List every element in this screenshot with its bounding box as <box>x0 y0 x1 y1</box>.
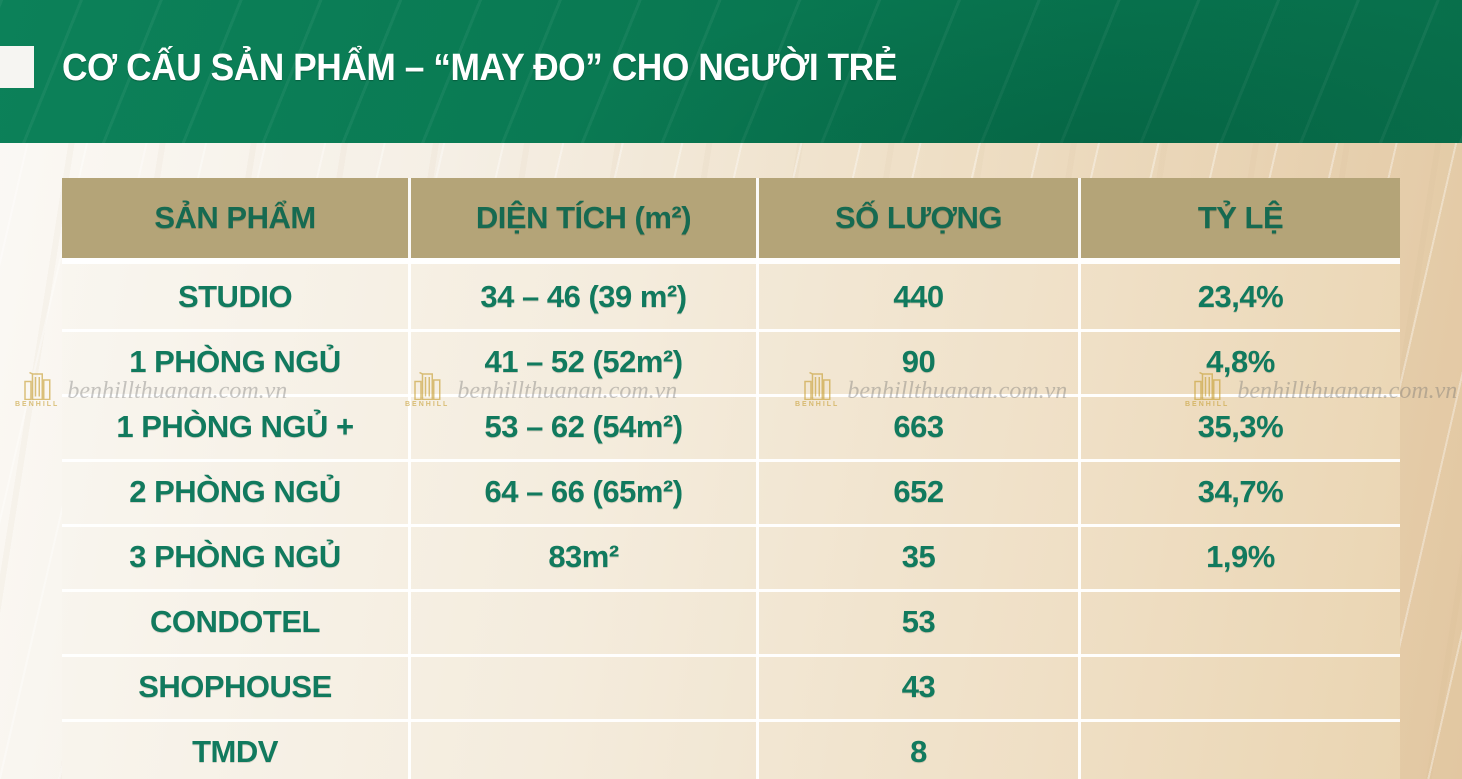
table-cell <box>1081 589 1400 654</box>
table-row: STUDIO 34 – 46 (39 m²) 440 23,4% <box>62 264 1400 329</box>
row-divider <box>62 654 1400 657</box>
table-row: 3 PHÒNG NGỦ 83m² 35 1,9% <box>62 524 1400 589</box>
table-cell: 4,8% <box>1206 343 1275 379</box>
table-cell: 35 <box>901 538 936 574</box>
table-cell: STUDIO <box>177 278 293 314</box>
table-cell: 34,7% <box>1197 473 1284 509</box>
table-cell: 8 <box>910 733 927 769</box>
row-divider <box>62 394 1400 397</box>
row-divider <box>62 719 1400 722</box>
table-header-row: SẢN PHẨM DIỆN TÍCH (m²) SỐ LƯỢNG TỶ LỆ <box>62 178 1400 258</box>
table-cell: 440 <box>893 278 944 314</box>
table-cell: 2 PHÒNG NGỦ <box>129 473 341 509</box>
table-cell: 53 – 62 (54m²) <box>484 408 683 444</box>
title-accent-square <box>0 46 34 88</box>
table-cell: 83m² <box>548 538 619 574</box>
column-header: SẢN PHẨM <box>154 200 316 235</box>
table-row: SHOPHOUSE 43 <box>62 654 1400 719</box>
column-divider <box>1078 178 1081 779</box>
row-divider <box>62 459 1400 462</box>
table-cell: 652 <box>893 473 944 509</box>
benhill-logo-icon: BENHILL <box>15 372 59 408</box>
column-header: DIỆN TÍCH (m²) <box>475 200 692 235</box>
benhill-logo-label: BENHILL <box>15 401 60 408</box>
table-row: CONDOTEL 53 <box>62 589 1400 654</box>
table-row: 1 PHÒNG NGỦ 41 – 52 (52m²) 90 4,8% <box>62 329 1400 394</box>
table-cell: 663 <box>893 408 944 444</box>
product-structure-table: SẢN PHẨM DIỆN TÍCH (m²) SỐ LƯỢNG TỶ LỆ STUD… <box>62 178 1400 779</box>
table-cell: 35,3% <box>1197 408 1284 444</box>
table-cell: 1 PHÒNG NGỦ <box>129 343 341 379</box>
row-divider <box>62 258 1400 264</box>
row-divider <box>62 524 1400 527</box>
table-cell: 90 <box>901 343 936 379</box>
table-cell <box>411 589 756 654</box>
column-header: TỶ LỆ <box>1197 200 1284 235</box>
table-row: 2 PHÒNG NGỦ 64 – 66 (65m²) 652 34,7% <box>62 459 1400 524</box>
table-cell: 3 PHÒNG NGỦ <box>129 538 341 574</box>
table-cell: CONDOTEL <box>150 603 320 639</box>
table-cell: 64 – 66 (65m²) <box>484 473 683 509</box>
table-cell <box>1081 719 1400 779</box>
table-row: TMDV 8 <box>62 719 1400 779</box>
table-cell: SHOPHOUSE <box>138 668 332 704</box>
table-cell: 34 – 46 (39 m²) <box>480 278 687 314</box>
table-cell <box>411 654 756 719</box>
row-divider <box>62 589 1400 592</box>
title-band: CƠ CẤU SẢN PHẨM – “MAY ĐO” CHO NGƯỜI TRẺ <box>0 0 1462 143</box>
table-cell: 41 – 52 (52m²) <box>484 343 683 379</box>
table-cell: 1,9% <box>1206 538 1275 574</box>
table-cell <box>1081 654 1400 719</box>
table-cell: 1 PHÒNG NGỦ + <box>116 408 354 444</box>
column-header: SỐ LƯỢNG <box>835 200 1003 235</box>
table-cell: 43 <box>901 668 936 704</box>
page-title: CƠ CẤU SẢN PHẨM – “MAY ĐO” CHO NGƯỜI TRẺ <box>62 46 897 89</box>
table-cell: 23,4% <box>1197 278 1284 314</box>
column-divider <box>756 178 759 779</box>
table-cell <box>411 719 756 779</box>
table-cell: TMDV <box>192 733 278 769</box>
table-cell: 53 <box>901 603 936 639</box>
column-divider <box>408 178 411 779</box>
table-row: 1 PHÒNG NGỦ + 53 – 62 (54m²) 663 35,3% <box>62 394 1400 459</box>
row-divider <box>62 329 1400 332</box>
